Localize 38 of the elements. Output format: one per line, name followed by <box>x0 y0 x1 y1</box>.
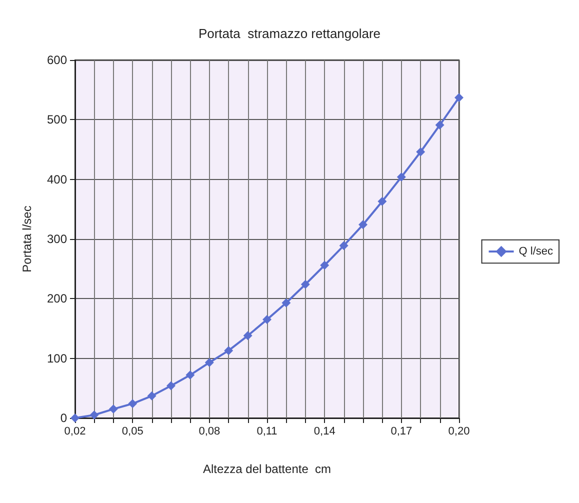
point <box>339 241 348 250</box>
point <box>204 358 214 368</box>
point <box>90 410 99 420</box>
legend-label: Q l/sec <box>518 246 554 258</box>
point <box>416 147 426 156</box>
point <box>128 399 138 408</box>
point <box>147 391 156 400</box>
x-tick-label: 0,14 <box>314 426 336 438</box>
point <box>396 172 406 182</box>
y-tick-label: 600 <box>46 53 68 67</box>
y-tick-label: 200 <box>46 292 68 306</box>
x-tick-label: 0,11 <box>256 426 278 438</box>
x-tick-label: 0,20 <box>448 426 470 438</box>
point <box>224 346 234 356</box>
point <box>300 280 310 289</box>
y-tick-label: 100 <box>46 351 68 366</box>
point <box>435 120 444 130</box>
y-tick-label: 500 <box>46 112 68 127</box>
x-tick-label: 0,17 <box>390 426 412 438</box>
y-axis-title: Portata l/sec <box>20 206 34 272</box>
point <box>282 298 291 308</box>
point <box>358 220 368 230</box>
x-tick-label: 0,08 <box>198 426 220 438</box>
y-tick-label: 300 <box>46 232 68 246</box>
x-axis-title: Altezza del battente cm <box>202 462 332 476</box>
y-tick-label: 400 <box>46 172 68 186</box>
point <box>320 260 330 270</box>
y-tick-label: 0 <box>60 411 68 425</box>
point <box>166 381 176 390</box>
x-tick-label: 0,05 <box>122 426 144 438</box>
point <box>262 315 272 324</box>
point <box>243 331 252 340</box>
x-tick-label: 0,02 <box>64 426 86 438</box>
point <box>108 404 118 414</box>
point <box>378 196 387 206</box>
point <box>186 370 195 380</box>
chart-title: Portata stramazzo rettangolare <box>198 26 381 41</box>
point <box>454 93 464 102</box>
